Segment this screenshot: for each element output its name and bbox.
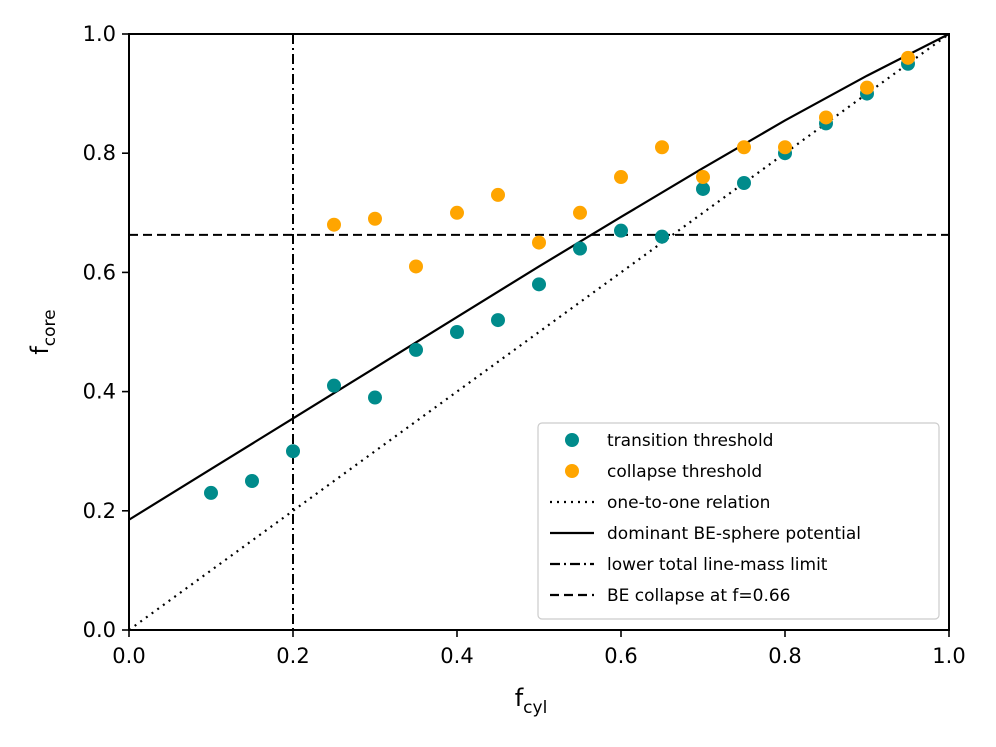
legend-label-lower-total-line-mass-limit: lower total line-mass limit [607, 555, 828, 575]
transition-threshold-point [655, 229, 669, 244]
collapse-threshold-point [327, 217, 341, 232]
transition-threshold-point [737, 176, 751, 190]
transition-threshold-point [327, 378, 341, 393]
legend-marker-transition-threshold [565, 433, 579, 447]
x-tick-label: 0.6 [604, 644, 637, 668]
collapse-threshold-point [901, 50, 915, 65]
x-tick-label: 0.0 [112, 644, 145, 668]
collapse-threshold-point [778, 140, 792, 155]
y-tick-label: 0.2 [83, 499, 116, 523]
transition-threshold-point [204, 485, 218, 500]
y-axis-label: fcore [26, 309, 60, 354]
transition-threshold-point [286, 444, 300, 459]
transition-threshold-point [409, 342, 423, 357]
x-tick-label: 1.0 [932, 644, 965, 668]
y-tick-label: 0.4 [83, 380, 116, 404]
collapse-threshold-point [450, 205, 464, 220]
plot-area [129, 34, 949, 630]
collapse-threshold-point [409, 259, 423, 274]
legend-marker-collapse-threshold [565, 464, 579, 478]
collapse-threshold-point [819, 110, 833, 125]
transition-threshold-point [532, 277, 546, 292]
x-tick-label: 0.2 [276, 644, 309, 668]
dominant-be-sphere-potential-line [129, 34, 949, 521]
legend-label-dominant-be-sphere-potential: dominant BE-sphere potential [607, 524, 861, 544]
collapse-threshold-point [696, 170, 710, 185]
transition-threshold-point [368, 390, 382, 405]
one-to-one-relation-line [129, 34, 949, 630]
collapse-threshold-point [614, 170, 628, 185]
collapse-threshold-point [655, 140, 669, 155]
x-tick-label: 0.4 [440, 644, 473, 668]
legend-label-collapse-threshold: collapse threshold [607, 462, 762, 482]
legend-box [537, 422, 940, 620]
collapse-threshold-point [573, 205, 587, 220]
legend: transition threshold collapse threshold on… [537, 422, 940, 620]
transition-threshold-point [491, 313, 505, 328]
x-axis-label: fcyl [515, 684, 548, 718]
axes-frame [128, 33, 950, 631]
transition-threshold-point [696, 181, 710, 196]
collapse-threshold-point [532, 235, 546, 250]
transition-threshold-point [573, 241, 587, 256]
transition-threshold-point [614, 223, 628, 238]
legend-label-one-to-one-relation: one-to-one relation [607, 493, 770, 513]
collapse-threshold-point [491, 187, 505, 202]
legend-label-be-collapse-at-f-0-66: BE collapse at f=0.66 [607, 586, 791, 606]
collapse-threshold-point [368, 211, 382, 226]
x-tick-label: 0.8 [768, 644, 801, 668]
transition-threshold-point [450, 325, 464, 339]
y-tick-label: 0.0 [83, 618, 116, 642]
y-tick-label: 1.0 [83, 22, 116, 46]
collapse-threshold-point [860, 80, 874, 95]
y-tick-label: 0.6 [83, 260, 116, 284]
legend-label-transition-threshold: transition threshold [607, 431, 773, 451]
transition-threshold-point [245, 474, 259, 488]
y-tick-label: 0.8 [83, 141, 116, 165]
axes: 0.0 0.2 0.4 0.6 0.8 1.0 0.0 0.2 0.4 0.6 0.8 1.0 fcyl… [26, 22, 966, 718]
collapse-threshold-point [737, 140, 751, 155]
